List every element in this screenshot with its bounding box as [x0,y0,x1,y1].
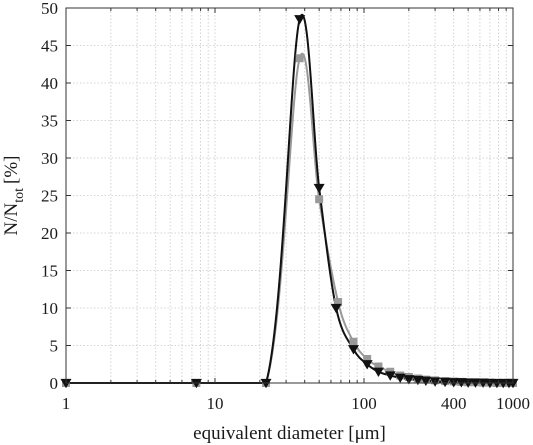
series-point-triangle [394,373,406,383]
y-tick-label: 50 [41,0,58,18]
x-tick-label: 10 [207,394,224,413]
y-axis-title-main: N/N [1,203,22,236]
y-tick-label: 10 [41,299,58,318]
series-point-triangle [347,345,359,355]
series-point-square [315,195,324,204]
series-point-square [374,362,383,371]
series-point-triangle [260,378,272,389]
series-point-triangle [439,377,451,388]
series-point-triangle [294,15,306,25]
y-tick-label: 25 [41,187,58,206]
y-tick-label: 35 [41,112,58,131]
y-tick-label: 45 [41,37,58,56]
series-point-square [334,298,343,306]
x-axis-title: equivalent diameter [μm] [193,423,386,444]
y-tick-label: 40 [41,74,58,93]
series-point-triangle [313,183,325,194]
y-tick-label: 5 [50,337,59,356]
series-point-triangle [484,378,496,389]
series-point-triangle [330,303,342,314]
x-tick-label: 100 [351,394,377,413]
x-tick-label: 400 [441,394,467,413]
series-point-triangle [420,376,432,386]
series-point-triangle [403,375,415,385]
grid [66,8,513,383]
series-point-square [349,337,358,346]
y-axis-title-subscript: tot [12,188,27,203]
y-tick-label: 30 [41,149,58,168]
series-point-triangle [372,367,384,377]
series-point-triangle [384,371,396,381]
series-point-triangle [60,378,72,389]
y-tick-label: 15 [41,262,58,281]
series-point-square [363,355,372,363]
series-point-triangle [507,378,519,389]
ticks: 1 10 100 400 1000 0 5 10 15 20 25 30 35 40 45 50 [41,0,530,413]
y-tick-label: 20 [41,224,58,243]
x-tick-label: 1 [62,394,71,413]
x-tick-label: 1000 [496,394,530,413]
y-axis-title-unit: [%] [1,156,22,184]
series-point-triangle [361,360,373,370]
series-point-square [295,54,304,63]
y-tick-label: 0 [50,374,59,393]
series-point-triangle [412,375,424,386]
series-point-triangle [190,378,202,389]
y-axis-title: N/Ntot [%] [1,156,27,236]
